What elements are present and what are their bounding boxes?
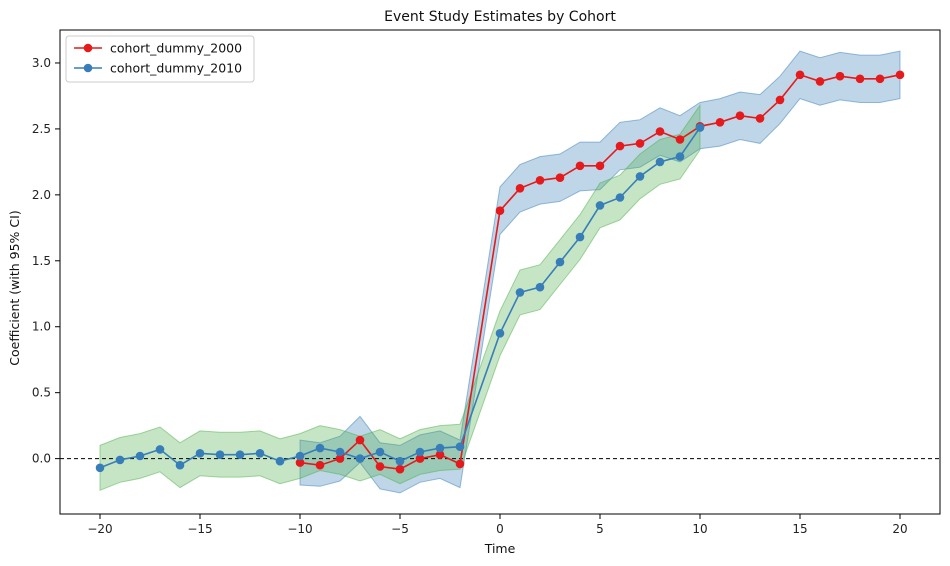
data-point-cohort-dummy-2000: [895, 70, 905, 80]
data-point-cohort-dummy-2010: [435, 443, 445, 453]
data-point-cohort-dummy-2010: [555, 257, 565, 267]
data-point-cohort-dummy-2010: [295, 451, 305, 461]
data-point-cohort-dummy-2000: [755, 114, 765, 123]
data-point-cohort-dummy-2000: [495, 206, 505, 215]
y-axis-ticks: 0.0 0.5 1.0 1.5 2.0 2.5 3.0: [32, 56, 60, 466]
data-point-cohort-dummy-2010: [575, 232, 585, 242]
data-point-cohort-dummy-2000: [735, 111, 745, 120]
legend-label-cohort-dummy-2010: cohort_dummy_2010: [110, 61, 242, 76]
x-tick-label: −5: [391, 522, 409, 536]
chart-title: Event Study Estimates by Cohort: [384, 9, 616, 25]
data-point-cohort-dummy-2000: [875, 74, 885, 84]
data-point-cohort-dummy-2000: [535, 176, 545, 185]
ci-band-cohort-dummy-2000: [299, 50, 901, 494]
series-lines: [99, 73, 901, 471]
data-point-cohort-dummy-2000: [835, 71, 845, 81]
data-point-cohort-dummy-2010: [375, 447, 385, 457]
data-point-cohort-dummy-2000: [635, 139, 645, 148]
x-tick-label: 15: [792, 522, 807, 536]
data-point-cohort-dummy-2010: [595, 201, 605, 210]
data-point-cohort-dummy-2000: [455, 459, 465, 469]
legend-marker-cohort-dummy-2010: [83, 63, 93, 73]
y-tick-label: 2.5: [32, 122, 51, 136]
data-point-cohort-dummy-2000: [815, 77, 825, 86]
data-point-cohort-dummy-2010: [255, 449, 265, 458]
data-point-cohort-dummy-2010: [135, 451, 145, 461]
data-point-cohort-dummy-2000: [315, 460, 325, 470]
x-tick-label: 20: [892, 522, 907, 536]
data-point-cohort-dummy-2010: [515, 288, 525, 297]
y-tick-label: 0.5: [32, 386, 51, 400]
data-point-cohort-dummy-2000: [515, 184, 525, 193]
data-point-cohort-dummy-2010: [175, 460, 185, 470]
data-point-cohort-dummy-2010: [95, 463, 105, 473]
data-point-cohort-dummy-2010: [195, 449, 205, 458]
x-tick-label: 5: [596, 522, 604, 536]
data-point-cohort-dummy-2010: [655, 157, 665, 167]
confidence-bands: [99, 50, 901, 494]
data-point-cohort-dummy-2010: [635, 172, 645, 181]
x-tick-label: 10: [692, 522, 707, 536]
x-tick-label: −15: [187, 522, 212, 536]
data-point-cohort-dummy-2010: [675, 152, 685, 161]
data-point-cohort-dummy-2010: [455, 442, 465, 452]
data-point-cohort-dummy-2010: [415, 447, 425, 457]
data-point-cohort-dummy-2000: [855, 74, 865, 84]
data-point-cohort-dummy-2010: [695, 123, 705, 132]
data-point-cohort-dummy-2010: [335, 447, 345, 457]
data-point-cohort-dummy-2000: [395, 464, 405, 474]
data-point-cohort-dummy-2010: [355, 454, 365, 463]
data-point-cohort-dummy-2000: [435, 450, 445, 460]
legend-box: [65, 35, 255, 83]
data-point-cohort-dummy-2000: [795, 70, 805, 80]
x-tick-label: 0: [496, 522, 504, 536]
data-point-cohort-dummy-2000: [675, 135, 685, 144]
data-point-cohort-dummy-2000: [335, 454, 345, 463]
data-point-cohort-dummy-2010: [235, 450, 245, 460]
data-point-cohort-dummy-2000: [555, 173, 565, 182]
data-point-cohort-dummy-2010: [615, 193, 625, 202]
y-axis-label: Coefficient (with 95% CI): [7, 210, 22, 365]
x-tick-label: −10: [287, 522, 312, 536]
legend: cohort_dummy_2000 cohort_dummy_2010: [65, 35, 255, 83]
x-tick-label: −20: [87, 522, 112, 536]
data-point-cohort-dummy-2000: [375, 462, 385, 471]
data-point-cohort-dummy-2010: [315, 443, 325, 453]
data-point-cohort-dummy-2000: [595, 161, 605, 171]
y-tick-label: 0.0: [32, 452, 51, 466]
data-point-cohort-dummy-2000: [715, 118, 725, 127]
y-tick-label: 1.0: [32, 320, 51, 334]
series-line-cohort-dummy-2000: [299, 73, 901, 471]
data-point-cohort-dummy-2010: [215, 450, 225, 460]
data-point-cohort-dummy-2010: [495, 329, 505, 338]
data-point-cohort-dummy-2000: [655, 127, 665, 136]
data-point-cohort-dummy-2000: [355, 435, 365, 445]
data-point-cohort-dummy-2010: [155, 445, 165, 454]
y-tick-label: 3.0: [32, 56, 51, 70]
legend-label-cohort-dummy-2000: cohort_dummy_2000: [110, 41, 242, 56]
x-axis-label: Time: [484, 541, 516, 556]
data-point-cohort-dummy-2000: [415, 454, 425, 463]
y-tick-label: 1.5: [32, 254, 51, 268]
series-points: [95, 70, 905, 474]
legend-marker-cohort-dummy-2000: [83, 43, 93, 53]
data-point-cohort-dummy-2000: [775, 95, 785, 105]
y-tick-label: 2.0: [32, 188, 51, 202]
data-point-cohort-dummy-2010: [395, 456, 405, 466]
x-axis-ticks: −20 −15 −10 −5 0 5 10 15 20: [87, 514, 908, 536]
data-point-cohort-dummy-2010: [275, 456, 285, 466]
data-point-cohort-dummy-2010: [535, 282, 545, 292]
data-point-cohort-dummy-2000: [615, 141, 625, 151]
data-point-cohort-dummy-2000: [575, 161, 585, 171]
data-point-cohort-dummy-2000: [295, 458, 305, 467]
data-point-cohort-dummy-2010: [115, 455, 125, 465]
